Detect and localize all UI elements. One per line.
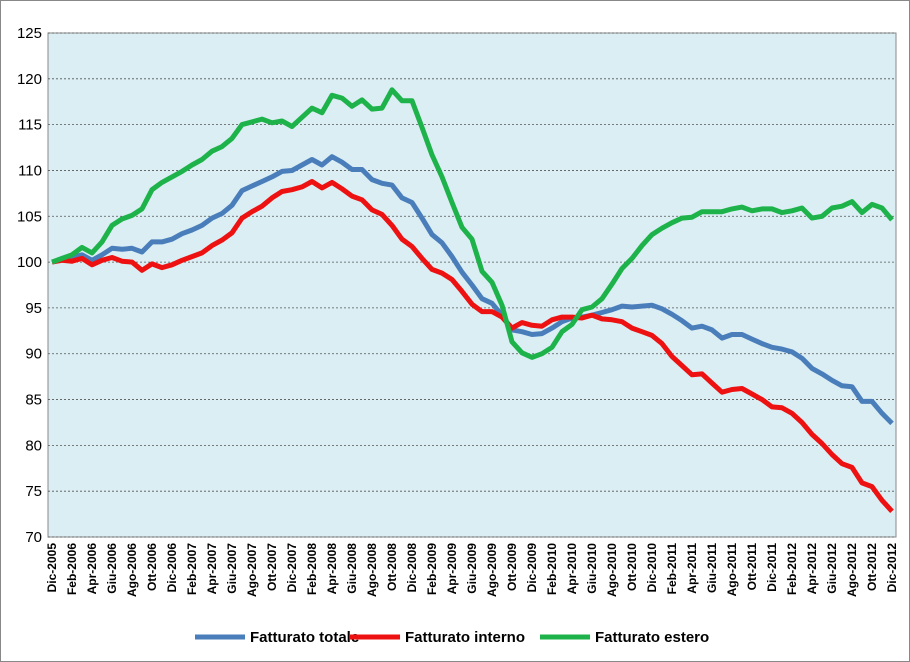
x-tick-label: Feb-2011	[665, 543, 679, 595]
x-tick-label: Ott-2006	[145, 543, 159, 591]
x-tick-label: Giu-2009	[465, 543, 479, 594]
y-tick-label: 100	[17, 254, 42, 271]
x-tick-label: Dic-2009	[525, 543, 539, 593]
x-tick-label: Giu-2010	[585, 543, 599, 594]
y-tick-label: 125	[17, 25, 42, 42]
x-tick-label: Giu-2012	[825, 543, 839, 594]
x-tick-label: Ago-2006	[125, 543, 139, 597]
x-tick-label: Giu-2006	[105, 543, 119, 594]
y-tick-label: 70	[25, 529, 42, 546]
x-tick-label: Dic-2008	[405, 543, 419, 593]
y-tick-label: 110	[18, 162, 42, 179]
x-tick-label: Feb-2007	[185, 543, 199, 595]
x-tick-label: Ago-2010	[605, 543, 619, 597]
x-tick-label: Giu-2008	[345, 543, 359, 594]
series-line	[51, 179, 894, 513]
x-tick-label: Apr-2009	[445, 543, 459, 595]
y-tick-label: 85	[25, 392, 42, 409]
x-tick-label: Apr-2007	[205, 543, 219, 595]
y-tick-label: 115	[18, 117, 42, 134]
x-tick-label: Giu-2011	[705, 543, 719, 593]
x-tick-label: Feb-2008	[305, 543, 319, 595]
x-tick-label: Ott-2012	[865, 543, 879, 591]
x-tick-label: Dic-2011	[765, 543, 779, 592]
x-tick-label: Apr-2010	[565, 543, 579, 595]
x-tick-label: Dic-2007	[285, 543, 299, 593]
legend-label: Fatturato interno	[405, 629, 525, 646]
x-tick-label: Ago-2009	[485, 543, 499, 597]
x-tick-label: Ago-2011	[725, 543, 739, 597]
series-line	[51, 87, 894, 360]
x-tick-label: Giu-2007	[225, 543, 239, 594]
x-tick-label: Apr-2006	[85, 543, 99, 595]
x-tick-label: Ott-2010	[625, 543, 639, 591]
x-tick-label: Dic-2006	[165, 543, 179, 593]
x-tick-label: Ott-2009	[505, 543, 519, 591]
y-tick-label: 95	[25, 300, 42, 317]
y-tick-label: 105	[17, 208, 42, 225]
x-tick-label: Ott-2008	[385, 543, 399, 591]
x-tick-label: Ago-2012	[845, 543, 859, 597]
x-tick-label: Apr-2011	[685, 543, 699, 594]
y-tick-label: 90	[25, 346, 42, 363]
x-tick-label: Apr-2012	[805, 543, 819, 595]
x-tick-label: Dic-2005	[45, 543, 59, 593]
x-tick-label: Ago-2007	[245, 543, 259, 597]
x-tick-label: Feb-2012	[785, 543, 799, 595]
legend-label: Fatturato totale	[250, 629, 359, 646]
x-tick-label: Ott-2011	[745, 543, 759, 591]
x-tick-label: Apr-2008	[325, 543, 339, 595]
series-line	[51, 154, 894, 426]
x-tick-label: Dic-2012	[885, 543, 899, 593]
legend-label: Fatturato estero	[595, 629, 709, 646]
x-tick-label: Dic-2010	[645, 543, 659, 593]
x-tick-label: Feb-2010	[545, 543, 559, 595]
x-tick-label: Ott-2007	[265, 543, 279, 591]
x-tick-label: Feb-2009	[425, 543, 439, 595]
y-tick-label: 75	[25, 483, 42, 500]
y-tick-label: 80	[25, 437, 42, 454]
x-tick-label: Feb-2006	[65, 543, 79, 595]
y-tick-label: 120	[17, 71, 42, 88]
x-tick-label: Ago-2008	[365, 543, 379, 597]
